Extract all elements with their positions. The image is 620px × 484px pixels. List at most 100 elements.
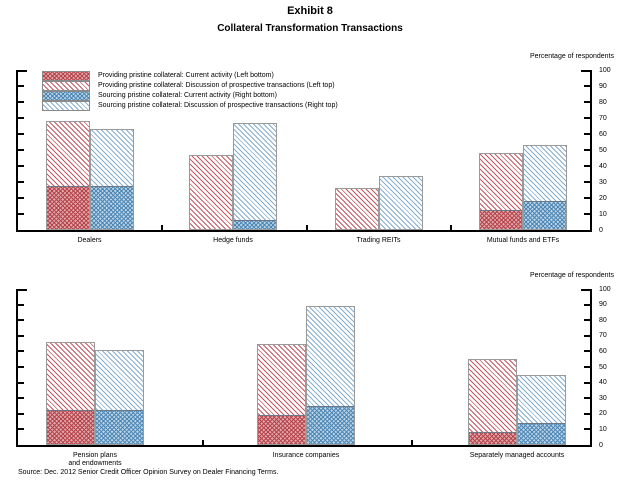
y-tick-left — [18, 381, 24, 384]
y-axis-left-top-cap — [16, 70, 27, 72]
y-axis-right — [590, 289, 592, 447]
providing-collateral-bar — [45, 121, 90, 230]
providing-collateral-bar — [189, 155, 233, 230]
x-axis-bottom — [16, 230, 592, 232]
legend-label: Sourcing pristine collateral: Discussion… — [98, 102, 338, 109]
y-tick-left — [18, 133, 24, 135]
y-axis-left — [16, 70, 18, 232]
y-tick-label: 40 — [599, 379, 607, 387]
y-tick-right — [584, 397, 590, 400]
providing-collateral-bar — [46, 342, 95, 445]
sourcing-collateral-bar — [517, 375, 566, 445]
sourcing-collateral-bar-current-activity-segment — [524, 201, 566, 229]
y-tick-label: 60 — [599, 130, 607, 138]
red-diagonal-hatch-swatch-icon — [42, 81, 90, 91]
y-tick-right — [584, 149, 590, 151]
y-tick-right — [584, 319, 590, 322]
y-tick-left — [18, 412, 24, 415]
y-tick-label: 60 — [599, 347, 607, 355]
y-tick-left — [18, 101, 24, 103]
y-tick-left — [18, 117, 24, 119]
legend-label: Sourcing pristine collateral: Current ac… — [98, 92, 277, 99]
category-separator-tick — [305, 225, 308, 230]
y-tick-right — [584, 101, 590, 103]
exhibit-title: Exhibit 8 — [287, 5, 333, 17]
category-label: Mutual funds and ETFs — [486, 237, 560, 244]
y-tick-right — [584, 133, 590, 135]
y-tick-label: 50 — [599, 363, 607, 371]
legend-item: Sourcing pristine collateral: Discussion… — [42, 101, 338, 111]
chart-panel-top: 0 10 20 30 40 50 60 70 80 90 100 Dealers Hedge funds… — [16, 67, 611, 244]
y-tick-label: 10 — [599, 210, 607, 218]
legend-item: Sourcing pristine collateral: Current ac… — [42, 91, 338, 101]
sourcing-collateral-bar — [233, 123, 277, 230]
y-tick-label: 30 — [599, 394, 607, 402]
y-axis-title-top-panel: Percentage of respondents — [529, 53, 614, 60]
y-tick-left — [18, 428, 24, 431]
y-tick-label: 90 — [599, 82, 607, 90]
category-label: Pension plans and endowments — [68, 452, 122, 467]
y-tick-right — [584, 213, 590, 215]
y-tick-label: 0 — [599, 441, 603, 449]
providing-collateral-bar-current-activity-segment — [258, 415, 305, 444]
providing-collateral-bar-current-activity-segment — [46, 186, 89, 229]
category-label: Insurance companies — [272, 452, 340, 459]
y-tick-right — [584, 181, 590, 183]
providing-collateral-bar — [479, 153, 523, 230]
y-axis-title-bottom-panel: Percentage of respondents — [529, 272, 614, 279]
y-tick-left — [18, 319, 24, 322]
category-separator-tick — [202, 440, 204, 445]
sourcing-collateral-bar — [523, 145, 567, 230]
sourcing-collateral-bar — [89, 129, 134, 230]
legend-item: Providing pristine collateral: Current a… — [42, 71, 338, 81]
sourcing-collateral-bar-current-activity-segment — [234, 220, 276, 229]
source-note: Source: Dec. 2012 Senior Credit Officer … — [18, 469, 279, 476]
category-separator-tick — [449, 225, 452, 230]
providing-collateral-bar — [468, 359, 517, 445]
sourcing-collateral-bar — [95, 350, 144, 445]
y-tick-label: 50 — [599, 146, 607, 154]
category-label: Dealers — [77, 237, 102, 244]
sourcing-collateral-bar-current-activity-segment — [90, 186, 133, 229]
y-tick-right — [584, 165, 590, 167]
y-axis-right — [590, 70, 592, 232]
y-tick-label: 80 — [599, 98, 607, 106]
y-tick-left — [18, 85, 24, 87]
sourcing-collateral-bar-current-activity-segment — [307, 406, 354, 444]
y-tick-right — [584, 350, 590, 353]
y-tick-label: 70 — [599, 114, 607, 122]
legend-item: Providing pristine collateral: Discussio… — [42, 81, 338, 91]
blue-dense-crosshatch-swatch-icon — [42, 91, 90, 101]
y-tick-left — [18, 334, 24, 337]
y-tick-left — [18, 397, 24, 400]
y-tick-right — [584, 366, 590, 368]
y-tick-left — [18, 149, 24, 151]
providing-collateral-bar — [257, 344, 306, 445]
sourcing-collateral-bar-current-activity-segment — [518, 423, 565, 444]
y-tick-left — [18, 165, 24, 167]
y-tick-right — [584, 303, 590, 306]
y-tick-right — [584, 381, 590, 384]
y-tick-right — [584, 117, 590, 119]
y-tick-label: 20 — [599, 410, 607, 418]
category-label: Trading REITs — [356, 237, 401, 244]
y-tick-label: 30 — [599, 178, 607, 186]
y-tick-label: 40 — [599, 162, 607, 170]
y-tick-label: 100 — [599, 285, 611, 293]
category-separator-tick — [411, 440, 413, 445]
legend-label: Providing pristine collateral: Current a… — [98, 72, 274, 79]
providing-collateral-bar-current-activity-segment — [47, 410, 94, 444]
sourcing-collateral-bar — [378, 176, 423, 230]
y-tick-right — [584, 412, 590, 415]
y-axis-left — [16, 289, 18, 447]
y-tick-label: 0 — [599, 226, 603, 234]
y-tick-right — [584, 197, 590, 199]
y-tick-label: 90 — [599, 301, 607, 309]
x-axis-bottom — [16, 445, 592, 447]
exhibit-subtitle: Collateral Transformation Transactions — [217, 23, 403, 34]
red-dense-crosshatch-swatch-icon — [42, 71, 90, 81]
category-separator-tick — [160, 225, 163, 230]
providing-collateral-bar — [334, 188, 379, 230]
y-tick-label: 70 — [599, 332, 607, 340]
